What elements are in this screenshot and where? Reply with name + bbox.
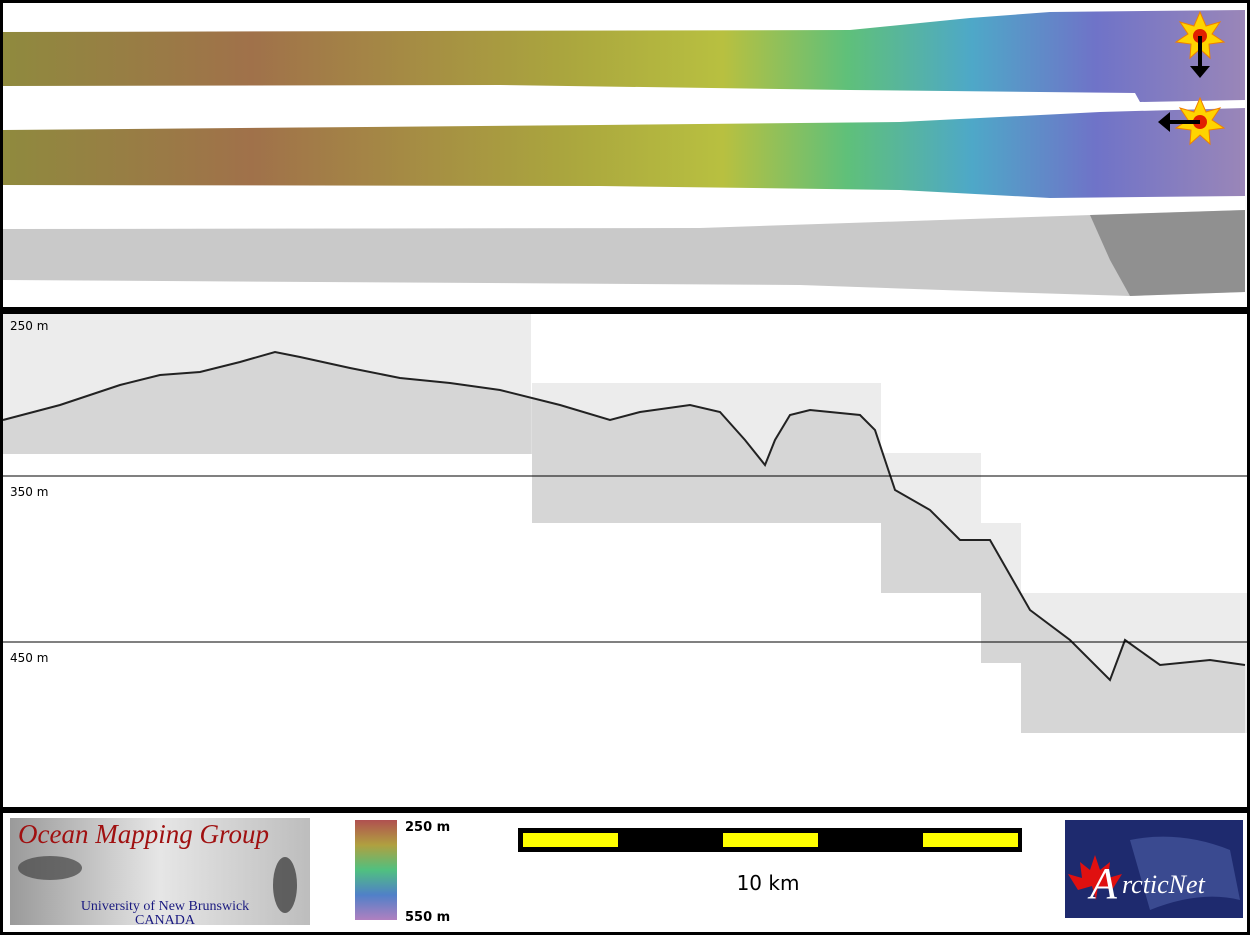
- logo-shape: [273, 857, 297, 913]
- colorbar-label: 550 m: [405, 910, 450, 925]
- colorbar-label: 250 m: [405, 820, 450, 835]
- sun-icon: [1158, 96, 1226, 146]
- bathymetry-strip: [3, 108, 1245, 198]
- logo-university: University of New Brunswick: [81, 899, 249, 914]
- logo-title: Ocean Mapping Group: [18, 819, 269, 849]
- maple-leaf: [1068, 855, 1122, 900]
- scale-segment: [523, 833, 618, 847]
- sun-icon: [1174, 10, 1226, 78]
- scale-label: 10 km: [737, 871, 800, 895]
- depth-label: 350 m: [10, 485, 48, 499]
- backscatter-strip: [3, 210, 1245, 296]
- logo-country: CANADA: [135, 913, 196, 928]
- logo-map: [1130, 836, 1240, 910]
- colorbar: [355, 820, 397, 920]
- depth-label: 450 m: [10, 651, 48, 665]
- scale-segment: [723, 833, 818, 847]
- logo-shape: [18, 856, 82, 880]
- subbottom-return: [3, 352, 1245, 733]
- scale-segment: [923, 833, 1018, 847]
- logo-name: rcticNet: [1122, 870, 1206, 899]
- bathymetry-strip: [3, 10, 1245, 102]
- seafloor-profile: [2, 350, 1246, 682]
- logo-initial: A: [1087, 859, 1118, 908]
- backscatter-dark: [1090, 210, 1245, 296]
- depth-label: 250 m: [10, 319, 48, 333]
